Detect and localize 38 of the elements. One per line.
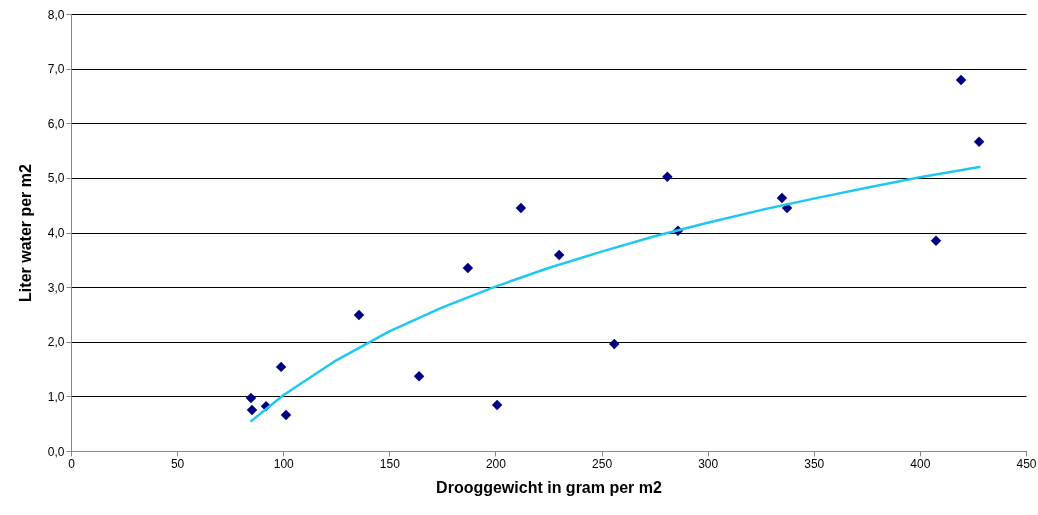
- x-tick-label: 150: [379, 456, 401, 471]
- y-tick-label: 7,0: [47, 62, 65, 77]
- x-tick-label: 450: [1016, 456, 1037, 471]
- x-tick-label: 200: [485, 456, 507, 471]
- y-tick-label: 0,0: [47, 444, 65, 459]
- y-tick-label: 6,0: [47, 116, 65, 131]
- x-tick-label: 0: [68, 456, 76, 471]
- point: [353, 309, 365, 321]
- point: [776, 192, 788, 204]
- point: [462, 262, 474, 274]
- point: [491, 399, 503, 411]
- point: [662, 171, 673, 183]
- y-tick-label: 8,0: [47, 7, 65, 22]
- y-tick-label: 2,0: [47, 335, 65, 350]
- x-tick-label: 350: [804, 456, 825, 471]
- x-axis-title: Drooggewicht in gram per m2: [436, 478, 663, 496]
- point: [955, 74, 967, 86]
- x-tick-label: 250: [592, 456, 613, 471]
- y-tick-label: 4,0: [47, 226, 65, 240]
- point: [515, 202, 527, 214]
- y-tick-label: 5,0: [47, 171, 65, 186]
- point: [413, 370, 425, 382]
- point: [973, 136, 985, 148]
- x-tick-label: 50: [170, 456, 185, 471]
- y-tick-label: 1,0: [47, 389, 65, 404]
- x-tick-label: 400: [910, 456, 931, 471]
- point: [246, 404, 258, 416]
- y-axis-title: Liter water per m2: [16, 163, 34, 302]
- point: [930, 235, 942, 246]
- point: [553, 249, 565, 261]
- point: [275, 361, 287, 373]
- point: [245, 392, 257, 404]
- x-tick-label: 100: [273, 456, 295, 471]
- point: [280, 409, 292, 421]
- line-series: [250, 165, 981, 423]
- point: [609, 338, 620, 350]
- y-tick-label: 3,0: [47, 280, 65, 295]
- x-tick-label: 300: [698, 456, 719, 471]
